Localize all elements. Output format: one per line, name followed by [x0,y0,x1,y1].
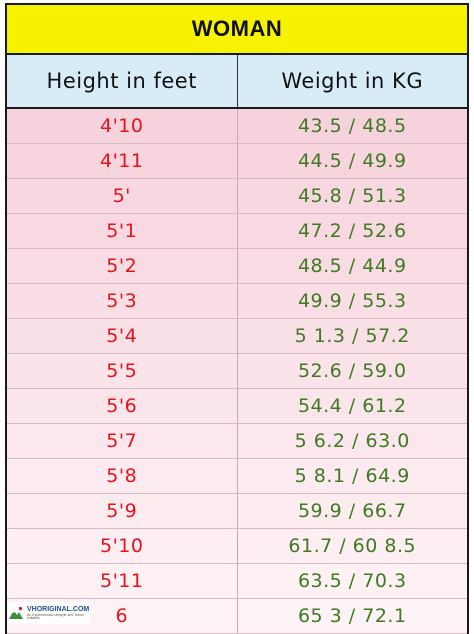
table-row: 5' 45.8 / 51.3 [7,179,467,214]
height-cell: 5'1 [106,220,138,242]
height-cell: 5'8 [106,465,138,487]
height-cell: 5'6 [106,395,138,417]
table-row: 5'11 63.5 / 70.3 [7,564,467,599]
table-body: 4'10 43.5 / 48.5 4'11 44.5 / 49.9 5' 45.8 / 5… [7,109,467,634]
height-cell: 4'10 [100,115,144,137]
table-row: 5'6 54.4 / 61.2 [7,389,467,424]
weight-cell: 44.5 / 49.9 [236,144,468,178]
weight-cell: 63.5 / 70.3 [236,564,468,598]
height-cell: 5'7 [106,430,138,452]
height-weight-table: WOMAN Height in feet Weight in KG 4'10 43… [5,3,469,634]
watermark-tagline: An Experimental Lifestyle and Travel Ini… [27,612,84,620]
weight-cell: 48.5 / 44.9 [236,249,468,283]
weight-cell: 49.9 / 55.3 [236,284,468,318]
weight-cell: 54.4 / 61.2 [236,389,468,423]
table-row: 5'2 48.5 / 44.9 [7,249,467,284]
weight-cell: 5 6.2 / 63.0 [236,424,468,458]
table-row: 5'9 59.9 / 66.7 [7,494,467,529]
watermark-logo: VHORIGINAL.COM An Experimental Lifestyle… [8,602,90,624]
weight-cell: 65 3 / 72.1 [236,599,468,633]
height-cell: 5'9 [106,500,138,522]
table-row: 5'8 5 8.1 / 64.9 [7,459,467,494]
column-header-row: Height in feet Weight in KG [7,55,467,109]
height-column-header: Height in feet [46,69,197,93]
table-row: 5'3 49.9 / 55.3 [7,284,467,319]
weight-column-header: Weight in KG [236,55,468,107]
height-cell: 5'3 [106,290,138,312]
table-row: 5'4 5 1.3 / 57.2 [7,319,467,354]
height-cell: 6 [115,605,129,627]
table-row: 5'10 61.7 / 60 8.5 [7,529,467,564]
weight-cell: 5 8.1 / 64.9 [236,459,468,493]
weight-cell: 52.6 / 59.0 [236,354,468,388]
table-row: 5'7 5 6.2 / 63.0 [7,424,467,459]
height-cell: 5' [112,185,131,207]
table-title: WOMAN [7,5,467,55]
weight-cell: 59.9 / 66.7 [236,494,468,528]
height-cell: 4'11 [100,150,144,172]
height-cell: 5'10 [100,535,144,557]
table-row: 5'5 52.6 / 59.0 [7,354,467,389]
table-row: 5'1 47.2 / 52.6 [7,214,467,249]
table-row: 4'11 44.5 / 49.9 [7,144,467,179]
height-cell: 5'11 [100,570,144,592]
weight-cell: 43.5 / 48.5 [236,109,468,143]
mountain-logo-icon [9,606,23,619]
watermark-site-name: VHORIGINAL.COM [27,605,90,613]
weight-cell: 45.8 / 51.3 [236,179,468,213]
height-cell: 5'4 [106,325,138,347]
weight-cell: 5 1.3 / 57.2 [236,319,468,353]
table-row: 4'10 43.5 / 48.5 [7,109,467,144]
height-cell: 5'2 [106,255,138,277]
height-cell: 5'5 [106,360,138,382]
weight-cell: 61.7 / 60 8.5 [236,529,468,563]
weight-cell: 47.2 / 52.6 [236,214,468,248]
